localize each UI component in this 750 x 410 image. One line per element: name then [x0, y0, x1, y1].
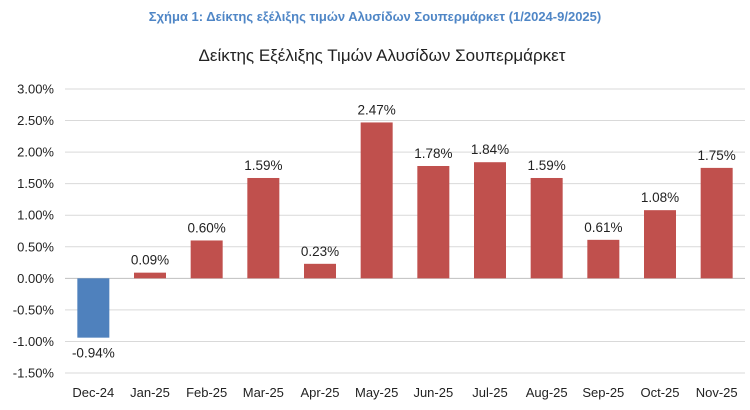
data-label: 2.47%	[358, 102, 396, 117]
x-axis: Dec-24 Jan-25 Feb-25 Mar-25 Apr-25 May-25 Jun-…	[72, 385, 737, 400]
bar	[530, 177, 563, 279]
bar	[700, 167, 733, 279]
x-tick-label: Nov-25	[696, 385, 738, 400]
data-label: 1.08%	[641, 190, 679, 205]
y-tick-label: 0.00%	[17, 271, 54, 286]
y-tick-label: 2.00%	[17, 145, 54, 160]
data-labels: -0.94% 0.09% 0.60% 1.59% 0.23% 2.47% 1.78% 1.84…	[72, 102, 736, 360]
data-label: 0.61%	[584, 220, 622, 235]
y-tick-label: 1.00%	[17, 208, 54, 223]
bar	[304, 263, 336, 279]
x-tick-label: Mar-25	[243, 385, 284, 400]
bar	[247, 177, 280, 279]
bar	[417, 165, 450, 279]
bar	[360, 122, 393, 279]
bar	[77, 278, 110, 338]
chart-title: Δείκτης Εξέλιξης Τιμών Αλυσίδων Σουπερμά…	[199, 46, 566, 65]
x-tick-label: Jul-25	[472, 385, 507, 400]
data-label: 1.59%	[244, 158, 282, 173]
gridlines	[65, 88, 745, 374]
y-tick-label: 0.50%	[17, 239, 54, 254]
data-label: 0.09%	[131, 253, 169, 268]
bar	[474, 162, 506, 279]
y-axis: 3.00% 2.50% 2.00% 1.50% 1.00% 0.50% 0.00% -0.50…	[13, 82, 55, 381]
x-tick-label: Aug-25	[526, 385, 568, 400]
x-tick-label: Sep-25	[582, 385, 624, 400]
y-tick-label: -1.00%	[13, 334, 55, 349]
x-tick-label: Feb-25	[186, 385, 227, 400]
bar	[190, 240, 223, 279]
data-label: 0.23%	[301, 244, 339, 259]
data-label: 1.78%	[414, 146, 452, 161]
bars	[77, 122, 733, 338]
data-label: -0.94%	[72, 346, 115, 361]
bar	[644, 210, 676, 279]
data-label: 1.59%	[528, 158, 566, 173]
y-tick-label: 1.50%	[17, 176, 54, 191]
figure-caption: Σχήμα 1: Δείκτης εξέλιξης τιμών Αλυσίδων…	[148, 9, 602, 24]
x-tick-label: May-25	[355, 385, 398, 400]
data-label: 0.60%	[188, 220, 226, 235]
bar	[587, 239, 620, 279]
x-tick-label: Apr-25	[300, 385, 339, 400]
x-tick-label: Oct-25	[640, 385, 679, 400]
y-tick-label: 3.00%	[17, 82, 54, 97]
data-label: 1.75%	[698, 148, 736, 163]
x-tick-label: Jun-25	[413, 385, 453, 400]
x-tick-label: Dec-24	[72, 385, 114, 400]
data-label: 1.84%	[471, 142, 509, 157]
y-tick-label: -1.50%	[13, 366, 55, 381]
y-tick-label: 2.50%	[17, 113, 54, 128]
x-tick-label: Jan-25	[130, 385, 170, 400]
bar	[134, 272, 166, 279]
y-tick-label: -0.50%	[13, 302, 55, 317]
